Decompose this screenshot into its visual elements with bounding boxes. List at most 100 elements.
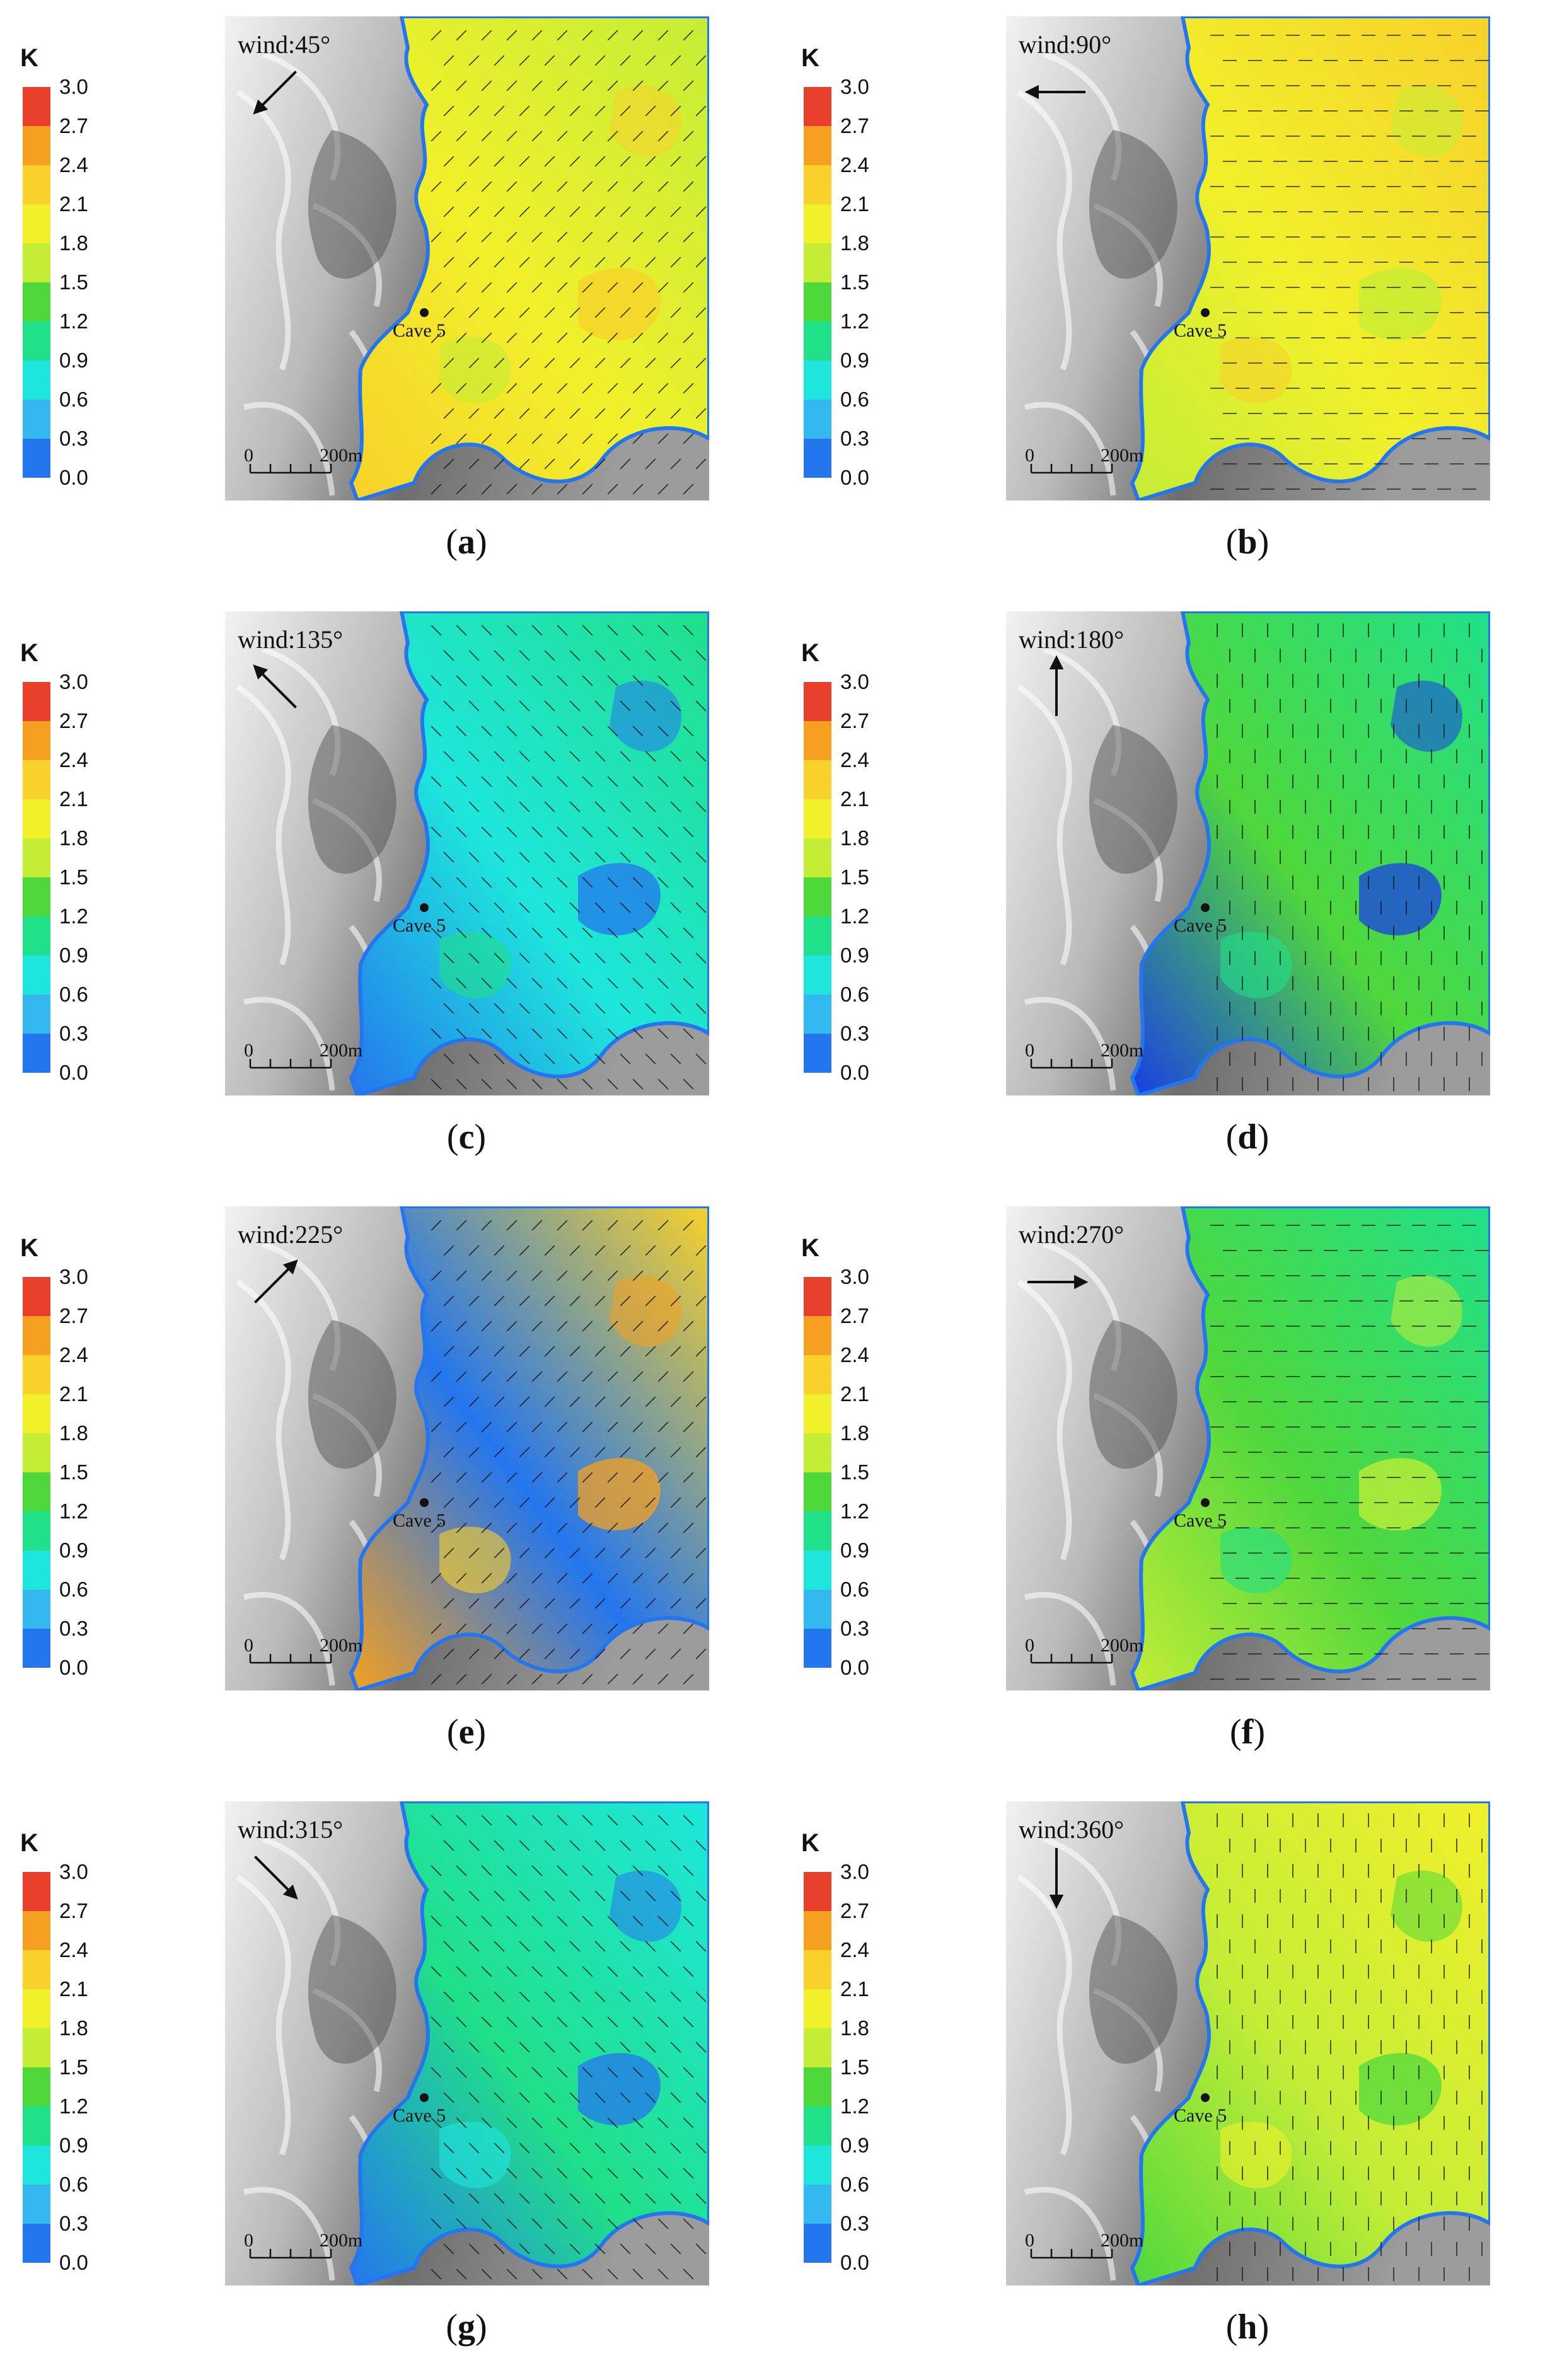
velocity-arrow [607, 776, 618, 787]
velocity-arrow [607, 1623, 618, 1634]
velocity-arrow [519, 2092, 530, 2103]
terrain-ridge [1093, 1392, 1163, 1498]
velocity-arrow [594, 1840, 606, 1851]
velocity-arrow [557, 2067, 568, 2078]
velocity-arrow [443, 2243, 454, 2255]
wind-arrow-icon [1027, 1274, 1089, 1290]
velocity-arrow [695, 1003, 707, 1014]
legend-tick-label: 2.7 [59, 709, 88, 732]
panel-label: g [458, 2308, 475, 2347]
legend-tick-label: 1.5 [840, 865, 869, 889]
velocity-arrow [695, 408, 707, 419]
velocity-arrow [582, 1573, 593, 1584]
velocity-arrow [468, 1648, 480, 1660]
legend-swatch [23, 1034, 50, 1073]
velocity-arrow [645, 1245, 656, 1256]
velocity-arrow [657, 1270, 669, 1281]
velocity-arrow [594, 1003, 606, 1014]
velocity-arrow [481, 1371, 492, 1382]
velocity-arrow [481, 2268, 492, 2280]
legend-tick-label: 3.0 [840, 77, 869, 98]
velocity-arrow [481, 675, 492, 686]
velocity-arrow [481, 826, 492, 838]
velocity-arrow [519, 1447, 530, 1458]
legend-tick-label: 1.2 [840, 2094, 869, 2118]
velocity-vectors [431, 625, 707, 1090]
velocity-arrow [531, 1966, 543, 1977]
legend-swatch [804, 956, 831, 995]
intensity-patch [1359, 268, 1442, 340]
velocity-arrow [594, 1890, 606, 1902]
velocity-arrow [582, 30, 593, 41]
velocity-arrow [657, 1623, 669, 1634]
velocity-arrow [683, 130, 694, 142]
velocity-arrow [683, 675, 694, 686]
legend-tick-label: 3.0 [59, 1267, 88, 1288]
velocity-arrow [519, 902, 530, 913]
velocity-arrow [683, 1220, 694, 1231]
velocity-arrow [657, 130, 669, 142]
velocity-arrow [683, 1815, 694, 1826]
legend-title: K [20, 1234, 38, 1262]
terrain-ridge [262, 646, 341, 777]
velocity-arrow [431, 1915, 442, 1927]
velocity-arrow [645, 700, 656, 712]
velocity-arrow [544, 1648, 555, 1660]
terrain-map: wind:225° Cave 5 0 200m [225, 1206, 709, 1690]
velocity-arrow [557, 1270, 568, 1281]
legend-tick-label: 0.9 [59, 2134, 88, 2157]
velocity-arrow [468, 1245, 480, 1256]
velocity-arrow [695, 751, 707, 762]
velocity-arrow [620, 2092, 631, 2103]
velocity-arrow [519, 1991, 530, 2002]
velocity-arrow [632, 2218, 644, 2229]
legend-tick-label: 2.1 [840, 192, 869, 216]
velocity-arrow [620, 1648, 631, 1660]
terrain-shadow [1089, 1915, 1177, 2064]
scale-bar [1030, 464, 1113, 474]
wind-direction-label: wind:225° [238, 1220, 343, 1249]
velocity-arrow [632, 1865, 644, 1876]
legend-tick-label: 1.8 [840, 2016, 869, 2040]
velocity-arrow [506, 1966, 518, 1977]
velocity-arrow [569, 105, 581, 117]
velocity-arrow [569, 2042, 581, 2053]
legend-tick-label: 2.7 [840, 114, 869, 137]
velocity-arrow [557, 725, 568, 737]
velocity-arrow [494, 1890, 505, 1902]
terrain-ridge [262, 1241, 341, 1372]
velocity-arrow [443, 2193, 454, 2204]
velocity-arrow [519, 1295, 530, 1307]
velocity-arrow [594, 902, 606, 913]
legend-tick-label: 0.3 [59, 427, 88, 450]
legend-swatch [23, 126, 50, 165]
velocity-arrow [632, 1623, 644, 1634]
velocity-arrow [506, 433, 518, 444]
velocity-arrow [468, 852, 480, 863]
velocity-arrow [632, 433, 644, 444]
velocity-arrow [620, 650, 631, 661]
velocity-arrow [544, 852, 555, 863]
velocity-arrow [557, 1865, 568, 1876]
legend-swatch [804, 204, 831, 243]
velocity-arrow [670, 1941, 681, 1952]
velocity-arrow [582, 181, 593, 192]
velocity-arrow [544, 1497, 555, 1508]
velocity-arrow [582, 483, 593, 495]
velocity-arrow [531, 877, 543, 888]
velocity-arrow [431, 282, 442, 293]
velocity-arrow [443, 1295, 454, 1307]
velocity-arrow [531, 1673, 543, 1685]
velocity-arrow [607, 2016, 618, 2028]
velocity-arrow [632, 927, 644, 939]
velocity-arrow [582, 1220, 593, 1231]
velocity-arrow [531, 30, 543, 41]
velocity-arrow [468, 1346, 480, 1357]
velocity-arrow [594, 1598, 606, 1609]
legend-tick-label: 2.7 [840, 1304, 869, 1327]
velocity-arrow [557, 2268, 568, 2280]
velocity-arrow [645, 1396, 656, 1407]
velocity-arrow [670, 1053, 681, 1065]
wind-direction-label: wind:180° [1019, 625, 1124, 654]
legend-swatch [804, 2106, 831, 2146]
